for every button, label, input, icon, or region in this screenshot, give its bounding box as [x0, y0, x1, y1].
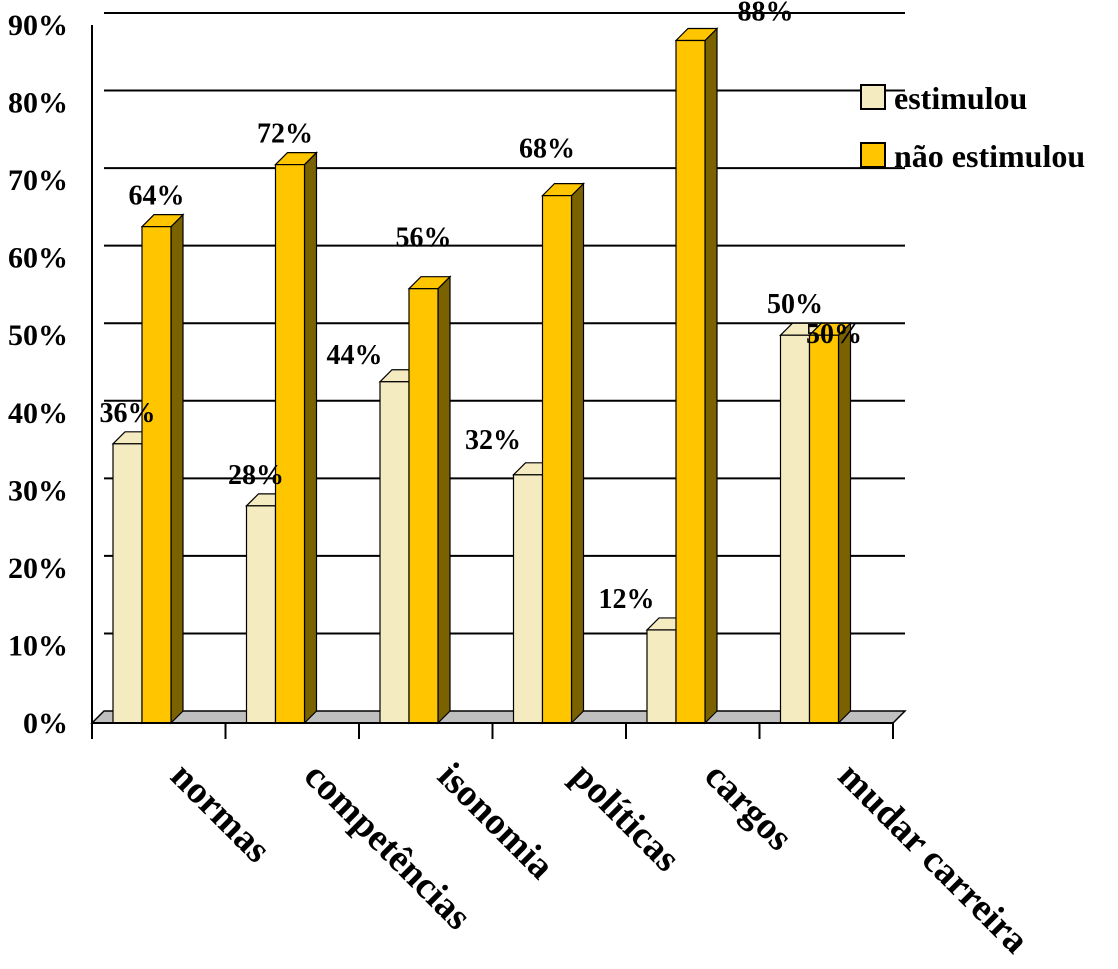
bar-side: [704, 27, 718, 725]
bar-front: [379, 381, 410, 724]
y-tick-label: 30%: [8, 474, 68, 507]
y-tick-label: 10%: [8, 629, 68, 662]
data-label: 72%: [257, 119, 313, 150]
data-label: 36%: [100, 398, 156, 429]
bar-front: [274, 164, 306, 724]
x-tick-label: normas: [162, 755, 278, 871]
gridlines: [104, 12, 905, 635]
legend-swatch: [860, 84, 886, 110]
data-label: 12%: [599, 584, 655, 615]
bar-front: [779, 334, 811, 724]
legend-swatch: [860, 142, 886, 168]
x-tick-label: isonomia: [429, 755, 562, 888]
y-tick-label: 60%: [8, 242, 68, 275]
y-tick-label: 70%: [8, 164, 68, 197]
x-tick-label: políticas: [563, 755, 688, 880]
y-tick-label: 0%: [23, 707, 68, 740]
data-label: 32%: [465, 425, 521, 456]
bar-front: [541, 195, 573, 724]
data-label: 28%: [228, 460, 284, 491]
bar-side: [437, 275, 451, 725]
bar: [407, 275, 452, 725]
data-label: 50%: [806, 319, 862, 350]
data-labels: 36% 28% 44% 32% 12% 50% 64% 72% 56% 68% 88% 50%: [100, 0, 863, 615]
bar-side: [837, 321, 852, 725]
data-label: 50%: [767, 289, 823, 320]
y-tick-label: 80%: [8, 87, 68, 120]
bar: [274, 151, 318, 725]
data-label: 44%: [327, 340, 383, 371]
bar: [808, 321, 852, 725]
bar-side: [303, 151, 318, 725]
y-tick-label: 90%: [8, 9, 68, 42]
legend-label: estimulou: [894, 80, 1027, 116]
bar-front: [141, 226, 172, 724]
data-label: 56%: [396, 223, 452, 254]
bar-front: [112, 443, 143, 724]
bar: [674, 27, 719, 725]
x-tick-label: mudar carreira: [830, 755, 1037, 962]
y-axis: 0% 10% 20% 30% 40% 50% 60% 70% 80% 90%: [8, 9, 93, 740]
bar-side: [570, 182, 585, 725]
bars: [111, 27, 852, 725]
bar-front: [808, 334, 840, 724]
bar-front: [245, 505, 277, 724]
data-label: 64%: [129, 181, 185, 212]
bar-front: [646, 629, 677, 724]
bar: [140, 213, 185, 725]
bar-front: [675, 39, 706, 724]
legend-item: estimulou: [860, 80, 1027, 116]
bar-front: [408, 288, 439, 724]
legend-item: não estimulou: [860, 138, 1085, 174]
legend-label: não estimulou: [894, 138, 1085, 174]
data-label: 88%: [738, 0, 794, 28]
bar: [541, 182, 585, 725]
y-tick-label: 20%: [8, 552, 68, 585]
y-tick-label: 40%: [8, 397, 68, 430]
legend: estimulou não estimulou: [860, 80, 1085, 174]
bar-front: [512, 474, 544, 724]
x-tick-label: cargos: [696, 755, 800, 859]
data-label: 68%: [519, 134, 575, 165]
bar-side: [170, 213, 184, 725]
y-tick-label: 50%: [8, 319, 68, 352]
